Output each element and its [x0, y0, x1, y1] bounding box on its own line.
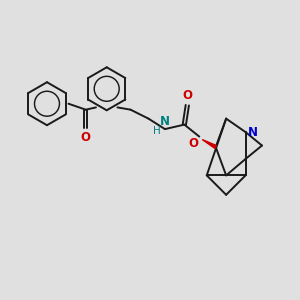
Text: H: H: [153, 127, 160, 136]
Text: O: O: [189, 137, 199, 150]
Text: O: O: [182, 89, 192, 102]
Text: O: O: [81, 130, 91, 144]
Text: N: N: [160, 115, 170, 128]
Polygon shape: [202, 140, 217, 148]
Text: N: N: [248, 126, 258, 139]
